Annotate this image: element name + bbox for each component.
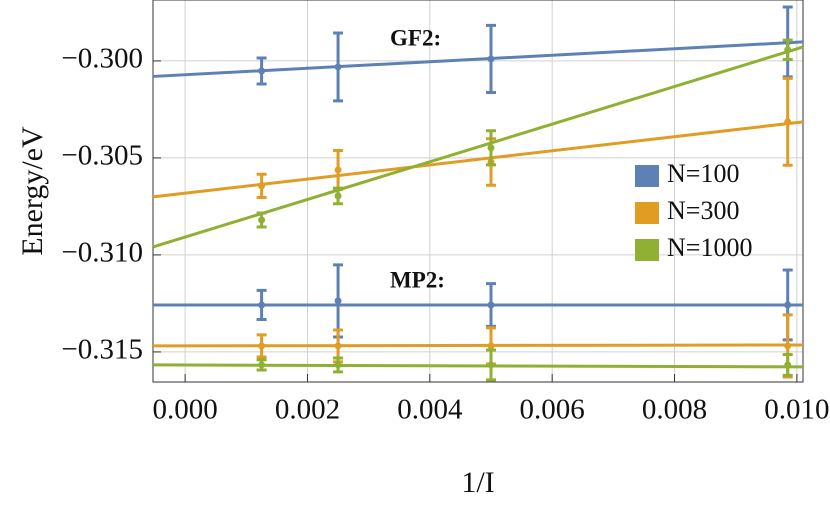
y-axis-label: Energy/eV: [16, 126, 49, 256]
x-tick-label: 0.006: [520, 394, 585, 426]
point: [487, 301, 495, 309]
point: [334, 342, 342, 350]
point: [334, 192, 342, 200]
point: [258, 301, 266, 309]
point: [784, 342, 792, 350]
fit-line: [152, 343, 804, 348]
point: [334, 166, 342, 174]
x-tick-label: 0.008: [642, 394, 707, 426]
point: [487, 55, 495, 63]
y-tick-label: −0.315: [61, 334, 143, 366]
point: [258, 361, 266, 369]
legend-swatch: [635, 239, 659, 261]
annotation: MP2:: [390, 267, 445, 292]
y-tick-label: −0.300: [61, 43, 143, 75]
fit-line: [152, 40, 804, 78]
point: [784, 361, 792, 369]
plot-frame: [152, 0, 804, 383]
point: [784, 301, 792, 309]
x-tick-label: 0.002: [275, 394, 340, 426]
y-tick-label: −0.310: [61, 237, 143, 269]
point: [258, 67, 266, 75]
legend-swatch: [635, 165, 659, 187]
point: [487, 342, 495, 350]
legend-label: N=300: [667, 196, 739, 225]
point: [334, 361, 342, 369]
point: [258, 342, 266, 350]
fit-line: [152, 363, 804, 369]
x-tick-label: 0.010: [764, 394, 829, 426]
legend-label: N=1000: [667, 233, 752, 262]
x-tick-label: 0.000: [152, 394, 217, 426]
legend-label: N=100: [667, 159, 739, 188]
point: [258, 182, 266, 190]
point: [784, 46, 792, 54]
point: [258, 216, 266, 224]
x-tick-label: 0.004: [397, 394, 463, 426]
point: [334, 63, 342, 71]
y-tick-label: −0.305: [61, 140, 143, 172]
point: [487, 144, 495, 152]
legend-swatch: [635, 202, 659, 224]
point: [784, 118, 792, 126]
point: [334, 297, 342, 305]
x-axis-label: 1/I: [461, 466, 494, 499]
point: [487, 361, 495, 369]
annotation: GF2:: [390, 25, 441, 50]
